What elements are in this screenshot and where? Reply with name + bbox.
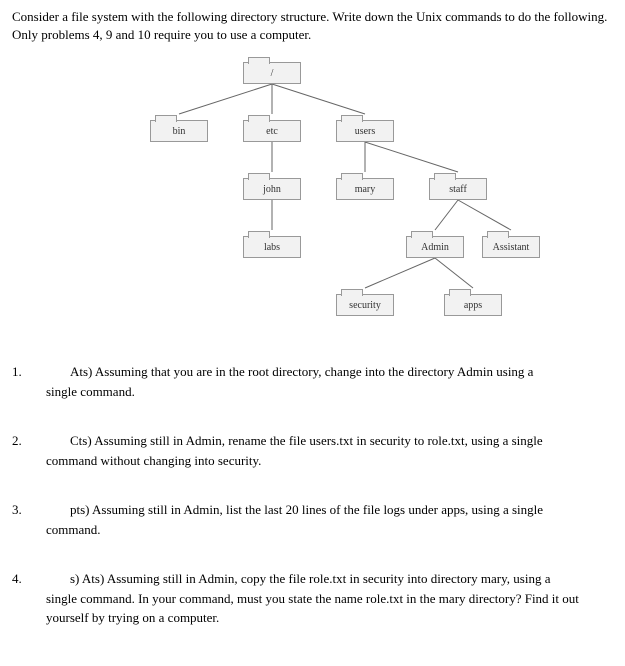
- question-number: 4.: [12, 569, 46, 628]
- node-labs: labs: [243, 236, 301, 258]
- question-2: 2.Cts) Assuming still in Admin, rename t…: [12, 431, 613, 470]
- intro-text: Consider a file system with the followin…: [12, 8, 613, 44]
- question-text: s) Ats) Assuming still in Admin, copy th…: [46, 569, 613, 628]
- question-1: 1.Ats) Assuming that you are in the root…: [12, 362, 613, 401]
- question-text: Cts) Assuming still in Admin, rename the…: [46, 431, 613, 470]
- question-4: 4.s) Ats) Assuming still in Admin, copy …: [12, 569, 613, 628]
- question-number: 1.: [12, 362, 46, 401]
- directory-tree: / bin etc users john mary staff labs Admin Assist…: [12, 62, 612, 342]
- node-root: /: [243, 62, 301, 84]
- node-admin: Admin: [406, 236, 464, 258]
- question-number: 3.: [12, 500, 46, 539]
- node-etc: etc: [243, 120, 301, 142]
- tree-edges: [12, 62, 612, 342]
- question-number: 2.: [12, 431, 46, 470]
- node-mary: mary: [336, 178, 394, 200]
- node-bin: bin: [150, 120, 208, 142]
- node-security: security: [336, 294, 394, 316]
- node-apps: apps: [444, 294, 502, 316]
- question-text: Ats) Assuming that you are in the root d…: [46, 362, 613, 401]
- question-3: 3.pts) Assuming still in Admin, list the…: [12, 500, 613, 539]
- question-text: pts) Assuming still in Admin, list the l…: [46, 500, 613, 539]
- node-assistant: Assistant: [482, 236, 540, 258]
- question-list: 1.Ats) Assuming that you are in the root…: [12, 362, 613, 628]
- node-users: users: [336, 120, 394, 142]
- node-john: john: [243, 178, 301, 200]
- node-staff: staff: [429, 178, 487, 200]
